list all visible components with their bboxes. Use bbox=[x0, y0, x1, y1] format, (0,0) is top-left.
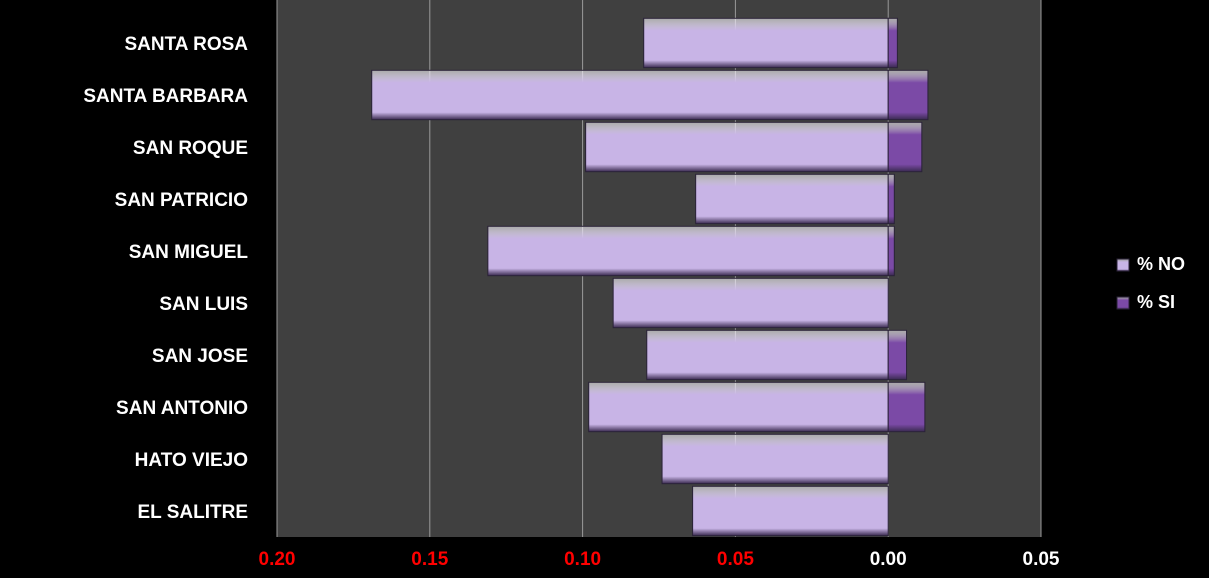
bar-no bbox=[612, 277, 889, 329]
x-tick-label: 0.10 bbox=[564, 549, 601, 570]
bar-no bbox=[646, 329, 889, 381]
category-label: SAN PATRICIO bbox=[115, 190, 248, 211]
x-tick-label: 0.15 bbox=[411, 549, 448, 570]
x-tick-label: 0.05 bbox=[1023, 549, 1060, 570]
category-label: SANTA ROSA bbox=[125, 34, 249, 55]
x-tick-label: 0.20 bbox=[259, 549, 296, 570]
category-label: HATO VIEJO bbox=[135, 450, 248, 471]
legend: % NO % SI bbox=[1116, 254, 1185, 312]
bar-no bbox=[692, 485, 889, 537]
bar-si bbox=[887, 381, 926, 433]
legend-swatch bbox=[1116, 296, 1130, 310]
category-label: SAN ANTONIO bbox=[116, 398, 248, 419]
legend-label: % NO bbox=[1137, 254, 1185, 274]
bar-no bbox=[487, 225, 889, 277]
bar-no bbox=[585, 121, 889, 173]
legend-swatch bbox=[1116, 258, 1130, 272]
bar-no bbox=[695, 173, 889, 225]
category-label: SAN JOSE bbox=[152, 346, 248, 367]
category-label: EL SALITRE bbox=[138, 502, 249, 523]
bar-si bbox=[887, 17, 898, 69]
category-labels: EL SALITRE HATO VIEJO SAN ANTONIO SAN JOSE S… bbox=[49, 0, 249, 523]
bar-no bbox=[661, 433, 889, 485]
legend-label: % SI bbox=[1137, 292, 1175, 312]
bar-si bbox=[887, 121, 923, 173]
bar-no bbox=[588, 381, 889, 433]
category-label: SIN CORREGIMIENTO bbox=[49, 0, 248, 3]
bar-si bbox=[887, 173, 895, 225]
category-label: SANTA BARBARA bbox=[83, 86, 248, 107]
bars bbox=[371, 17, 929, 537]
category-label: SAN MIGUEL bbox=[129, 242, 249, 263]
bar-si bbox=[887, 69, 929, 121]
x-tick-labels: 0.20 0.15 0.10 0.05 0.00 0.05 bbox=[259, 549, 1060, 570]
bar-no bbox=[643, 17, 889, 69]
bar-si bbox=[887, 225, 895, 277]
category-label: SAN LUIS bbox=[159, 294, 248, 315]
bar-si bbox=[887, 329, 908, 381]
bar-no bbox=[371, 69, 889, 121]
category-label: SAN ROQUE bbox=[133, 138, 248, 159]
x-tick-label: 0.00 bbox=[870, 549, 907, 570]
x-tick-label: 0.05 bbox=[717, 549, 754, 570]
